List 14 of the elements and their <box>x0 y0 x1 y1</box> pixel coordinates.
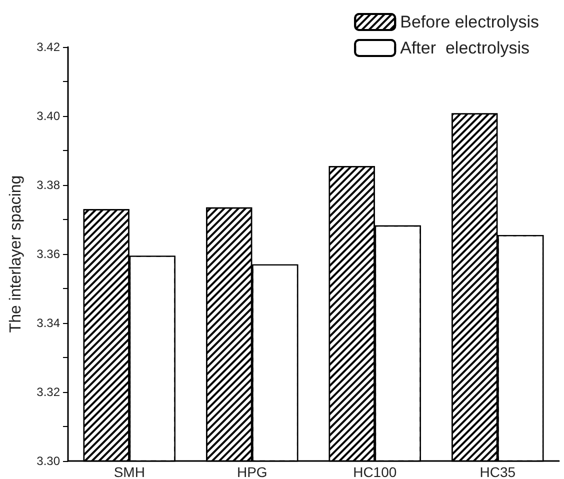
x-tick-label: HPG <box>236 464 268 479</box>
y-tick-label: 3.38 <box>36 178 60 192</box>
y-axis-title: The interlayer spacing <box>8 175 24 333</box>
y-tick-label: 3.40 <box>36 109 60 123</box>
y-tick-label: 3.32 <box>36 385 60 399</box>
legend-label: Before electrolysis <box>400 12 539 32</box>
x-tick-label: HC100 <box>353 464 397 479</box>
y-tick-label: 3.36 <box>36 247 60 261</box>
x-tick-label: SMH <box>114 464 145 479</box>
x-tick-label: HC35 <box>480 464 516 479</box>
y-tick-label: 3.34 <box>36 316 60 330</box>
y-tick-label: 3.42 <box>36 40 60 54</box>
y-tick-label: 3.30 <box>36 454 60 468</box>
legend-label: After electrolysis <box>400 38 530 58</box>
